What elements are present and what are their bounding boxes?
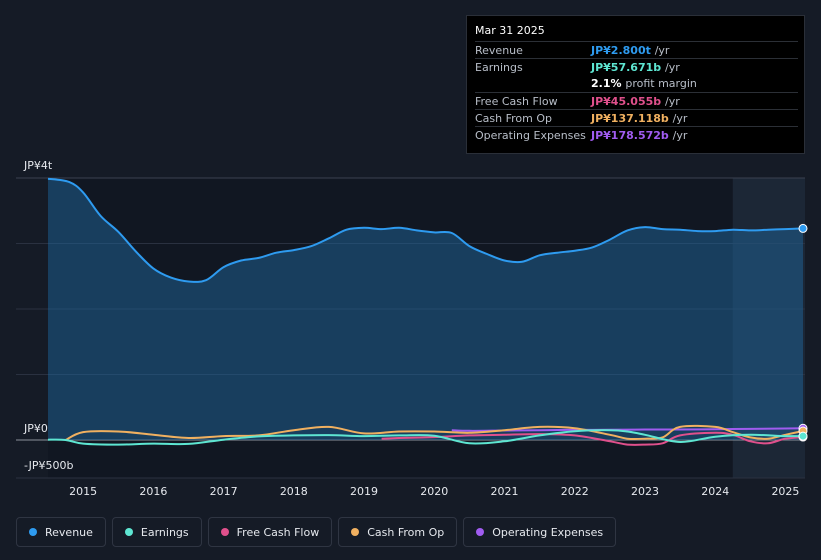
x-tick-label: 2018 [280, 485, 308, 498]
legend-item-cash-from-op[interactable]: Cash From Op [338, 517, 458, 547]
tooltip-label: Free Cash Flow [475, 95, 558, 108]
tooltip-value-text: JP¥178.572b [591, 129, 669, 142]
tooltip-unit: /yr [672, 112, 688, 125]
series-line-cash-from-op [65, 424, 804, 441]
tooltip-value: JP¥2.800t /yr [591, 44, 669, 57]
legend-item-free-cash-flow[interactable]: Free Cash Flow [207, 517, 333, 547]
x-tick-label: 2025 [771, 485, 799, 498]
series-layer [47, 177, 808, 446]
tooltip-label: Operating Expenses [475, 129, 586, 142]
legend-label: Operating Expenses [492, 525, 604, 539]
tooltip-row-cash-from-op: Cash From Op JP¥137.118b /yr [475, 109, 798, 127]
y-axis-label-top: JP¥4t [23, 159, 53, 172]
tooltip-row-revenue: Revenue JP¥2.800t /yr [475, 41, 798, 59]
legend-dot-icon [476, 528, 485, 536]
chart-legend: Revenue Earnings Free Cash Flow Cash Fro… [16, 517, 617, 547]
tooltip-row-profit-margin: 2.1% profit margin [475, 75, 798, 92]
legend-dot-icon [124, 528, 133, 536]
tooltip-value: 2.1% profit margin [591, 77, 697, 90]
x-tick-label: 2020 [420, 485, 448, 498]
tooltip-row-operating-expenses: Operating Expenses JP¥178.572b /yr [475, 126, 798, 144]
tooltip-unit: /yr [672, 129, 688, 142]
legend-label: Revenue [45, 525, 93, 539]
tooltip-value-text: JP¥57.671b [591, 61, 662, 74]
x-tick-label: 2015 [69, 485, 97, 498]
series-line-free-cash-flow [381, 431, 804, 446]
series-earnings [47, 429, 808, 446]
tooltip-unit: profit margin [625, 77, 697, 90]
series-line-revenue [47, 177, 804, 283]
tooltip-value: JP¥45.055b /yr [591, 95, 680, 108]
tooltip-value: JP¥178.572b /yr [591, 129, 687, 142]
tooltip-value-text: JP¥2.800t [591, 44, 651, 57]
legend-item-operating-expenses[interactable]: Operating Expenses [463, 517, 617, 547]
tooltip-row-free-cash-flow: Free Cash Flow JP¥45.055b /yr [475, 92, 798, 110]
legend-item-earnings[interactable]: Earnings [111, 517, 202, 547]
legend-label: Earnings [140, 525, 189, 539]
y-axis-label-negative: -JP¥500b [24, 459, 73, 472]
legend-label: Free Cash Flow [236, 525, 320, 539]
tooltip-value-text: JP¥45.055b [591, 95, 662, 108]
series-endpoint-revenue [798, 223, 808, 233]
y-axis-label-zero: JP¥0 [23, 422, 48, 435]
tooltip-date: Mar 31 2025 [475, 24, 545, 37]
legend-dot-icon [220, 528, 229, 536]
x-tick-label: 2023 [631, 485, 659, 498]
x-tick-label: 2022 [561, 485, 589, 498]
data-tooltip: Mar 31 2025 Revenue JP¥2.800t /yr Earnin… [466, 15, 805, 154]
legend-item-revenue[interactable]: Revenue [16, 517, 106, 547]
legend-dot-icon [351, 528, 360, 536]
x-axis-ticks: 2015 2016 2017 2018 2019 2020 2021 2022 2023 2024… [69, 485, 799, 498]
tooltip-unit: /yr [664, 61, 680, 74]
tooltip-unit: /yr [654, 44, 670, 57]
tooltip-value: JP¥57.671b /yr [591, 61, 680, 74]
tooltip-value: JP¥137.118b /yr [591, 112, 687, 125]
legend-dot-icon [29, 528, 37, 536]
tooltip-value-text: JP¥137.118b [591, 112, 669, 125]
chart-area: JP¥4t JP¥0 -JP¥500b 2015 2016 2017 2018 2019… [16, 159, 808, 498]
tooltip-value-text: 2.1% [591, 77, 622, 90]
tooltip-label: Revenue [475, 44, 523, 57]
tooltip-unit: /yr [664, 95, 680, 108]
series-area-revenue [48, 178, 803, 440]
x-tick-label: 2019 [350, 485, 378, 498]
tooltip-row-earnings: Earnings JP¥57.671b /yr [475, 58, 798, 76]
x-tick-label: 2017 [210, 485, 238, 498]
x-tick-label: 2021 [491, 485, 519, 498]
series-line-earnings [47, 429, 804, 446]
series-endpoint-earnings [798, 431, 808, 441]
series-revenue [47, 177, 808, 440]
tooltip-label: Earnings [475, 61, 523, 74]
x-tick-label: 2024 [701, 485, 729, 498]
legend-label: Cash From Op [367, 525, 445, 539]
tooltip-label: Cash From Op [475, 112, 553, 125]
x-tick-label: 2016 [139, 485, 167, 498]
